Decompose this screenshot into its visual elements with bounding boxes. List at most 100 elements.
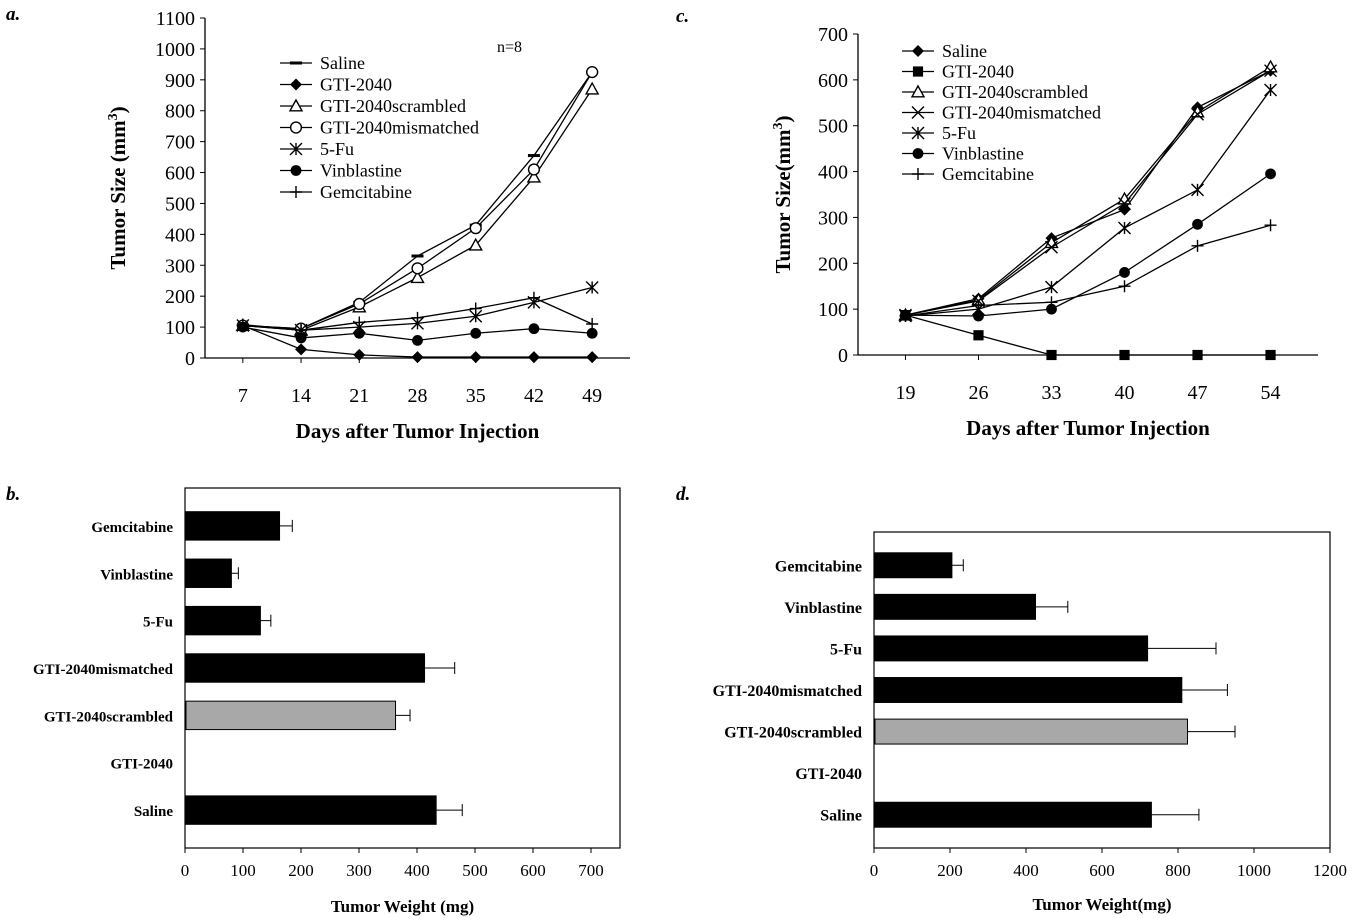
bar [874, 552, 953, 579]
x-tick-label: 200 [937, 861, 963, 880]
data-point [1046, 349, 1057, 361]
x-tick-label: 47 [1188, 382, 1208, 404]
y-tick-label: 200 [165, 286, 195, 308]
legend-label: Vinblastine [320, 161, 402, 181]
y-axis-label-close: ) [771, 115, 795, 122]
category-label: Saline [820, 808, 862, 825]
data-point [586, 327, 598, 339]
bar [185, 795, 437, 825]
legend-label: Saline [942, 41, 987, 61]
data-point [469, 302, 482, 315]
x-tick-label: 14 [291, 385, 311, 407]
bar [185, 700, 397, 731]
category-label: GTI-2040mismatched [713, 683, 862, 700]
category-label: Gemcitabine [91, 520, 173, 536]
legend-marker [910, 84, 926, 98]
data-point [1118, 280, 1131, 293]
x-tick-label: 1200 [1313, 861, 1347, 880]
data-point [586, 65, 599, 79]
chart-a-tumor-size: 0 100 200 300 400 500 600 700 800 900 1000 1100 7 14 2… [106, 8, 630, 443]
data-point [411, 311, 424, 324]
x-tick-label: 100 [230, 861, 256, 880]
x-tick-label: 1000 [1237, 861, 1271, 880]
bar [874, 677, 1183, 703]
category-label: Vinblastine [784, 600, 862, 617]
bar [185, 511, 281, 541]
data-point [584, 81, 600, 95]
data-point [1264, 64, 1278, 78]
data-point [236, 318, 249, 331]
category-label: 5-Fu [143, 615, 173, 631]
x-tick-label: 300 [346, 861, 372, 880]
series-line [905, 173, 1271, 317]
data-point [353, 297, 366, 311]
data-point [470, 327, 482, 339]
bar [185, 558, 232, 588]
x-tick-label: 42 [524, 385, 544, 407]
x-tick-label: 40 [1115, 382, 1135, 404]
data-point [1191, 183, 1205, 197]
y-axis-label-sup: 3 [771, 122, 786, 129]
x-tick-label: 600 [1089, 861, 1115, 880]
data-point [1044, 280, 1058, 294]
data-point [353, 348, 366, 361]
data-point [1265, 349, 1276, 361]
data-point [586, 318, 599, 330]
y-tick-label: 900 [165, 70, 195, 92]
y-axis-label-text: Tumor Size(mm [771, 129, 795, 274]
x-tick-label: 600 [520, 861, 546, 880]
y-axis-label-close: ) [106, 106, 130, 113]
legend-marker [289, 142, 303, 156]
y-tick-label: 800 [165, 101, 195, 123]
x-tick-label: 700 [578, 861, 604, 880]
plot-frame [184, 487, 621, 849]
y-tick-label: 100 [165, 317, 195, 339]
data-point [585, 281, 599, 295]
legend-marker [912, 45, 924, 57]
data-point [411, 351, 424, 364]
x-axis-label: Days after Tumor Injection [966, 416, 1210, 440]
y-tick-label: 400 [818, 162, 848, 184]
x-axis-label: Tumor Weight(mg) [1032, 895, 1171, 914]
data-point [353, 316, 366, 329]
category-label: Vinblastine [100, 567, 173, 583]
category-label: Saline [134, 804, 174, 820]
legend-label: GTI-2040mismatched [320, 118, 479, 138]
legend-label: Gemcitabine [320, 182, 412, 202]
y-tick-label: 0 [185, 348, 195, 370]
x-tick-label: 35 [466, 385, 486, 407]
x-tick-label: 0 [870, 861, 879, 880]
data-point [412, 334, 423, 346]
legend-label: 5-Fu [320, 139, 354, 159]
legend-label: Vinblastine [942, 144, 1024, 164]
data-point [469, 222, 482, 235]
y-axis-label: Tumor Size (mm3) [106, 106, 130, 269]
panel-label-d: d. [676, 484, 690, 505]
data-point [1046, 303, 1057, 315]
y-tick-label: 1000 [155, 39, 195, 61]
series-line [905, 66, 1271, 316]
data-point [411, 262, 424, 275]
y-tick-label: 1100 [156, 8, 195, 30]
data-point [469, 351, 482, 364]
legend-label: GTI-2040 [942, 62, 1014, 82]
category-label: Gemcitabine [775, 558, 862, 575]
data-point [586, 351, 599, 364]
legend-marker [912, 66, 924, 77]
data-point [1264, 219, 1277, 232]
legend-label: GTI-2040mismatched [942, 103, 1101, 123]
y-tick-label: 700 [818, 24, 848, 46]
x-tick-label: 33 [1041, 382, 1061, 404]
x-tick-label: 7 [238, 385, 248, 407]
series-line [905, 70, 1271, 316]
data-point [1118, 221, 1132, 235]
legend-label: GTI-2040scrambled [320, 96, 466, 116]
x-axis-label: Days after Tumor Injection [296, 419, 540, 443]
bar [874, 635, 1149, 662]
x-tick-label: 400 [404, 861, 430, 880]
x-tick-label: 400 [1013, 861, 1039, 880]
y-tick-label: 600 [818, 70, 848, 92]
sample-size-annotation: n=8 [497, 39, 522, 56]
data-point [1264, 83, 1278, 97]
x-axis-label: Tumor Weight (mg) [331, 897, 474, 916]
